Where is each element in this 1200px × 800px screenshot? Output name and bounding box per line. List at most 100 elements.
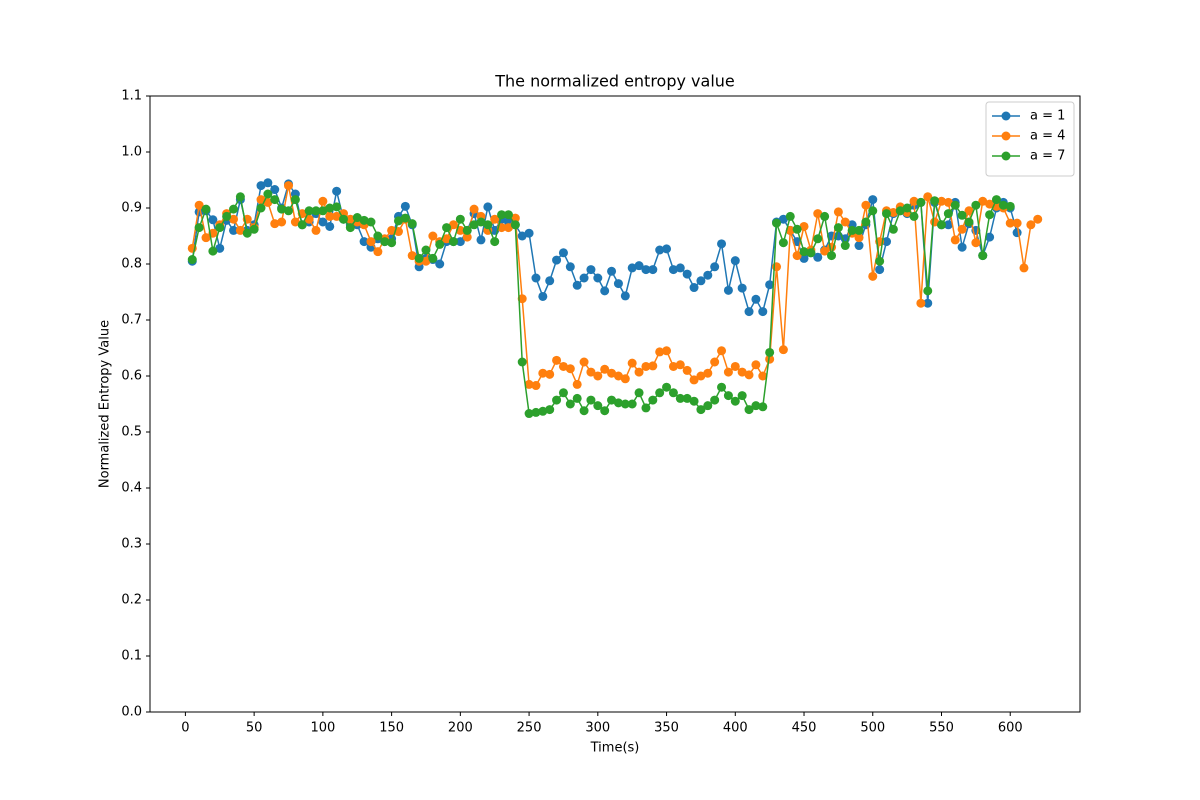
- data-point: [552, 395, 562, 405]
- data-point: [895, 206, 905, 216]
- data-point: [428, 231, 438, 241]
- data-point: [531, 381, 541, 391]
- data-point: [256, 181, 266, 191]
- data-point: [400, 213, 410, 223]
- data-point: [882, 209, 892, 219]
- data-point: [600, 364, 610, 374]
- data-point: [332, 186, 342, 196]
- data-point: [600, 286, 610, 296]
- data-point: [923, 298, 933, 308]
- data-point: [971, 200, 981, 210]
- y-tick-label: 0.2: [121, 593, 142, 608]
- data-point: [263, 178, 273, 188]
- y-tick-label: 0.0: [121, 705, 142, 720]
- data-point: [641, 265, 651, 275]
- data-point: [483, 202, 493, 212]
- data-point: [359, 215, 369, 225]
- data-point: [765, 354, 775, 364]
- data-point: [235, 225, 245, 235]
- data-point: [662, 244, 672, 254]
- y-tick-label: 0.9: [121, 201, 142, 216]
- data-point: [923, 286, 933, 296]
- data-point: [710, 357, 720, 367]
- data-point: [861, 200, 871, 210]
- data-point: [730, 256, 740, 266]
- data-point: [765, 347, 775, 357]
- data-point: [607, 266, 617, 276]
- data-point: [1033, 214, 1043, 224]
- x-tick-label: 600: [998, 721, 1023, 736]
- data-point: [888, 207, 898, 217]
- data-point: [916, 197, 926, 207]
- data-point: [586, 265, 596, 275]
- data-point: [978, 196, 988, 206]
- x-tick-label: 50: [246, 721, 263, 736]
- data-point: [366, 217, 376, 227]
- data-point: [503, 210, 513, 220]
- data-point: [366, 237, 376, 247]
- data-point: [229, 204, 239, 214]
- data-point: [820, 246, 830, 256]
- data-point: [222, 211, 232, 221]
- data-point: [620, 374, 630, 384]
- x-tick-label: 100: [310, 721, 335, 736]
- data-point: [552, 355, 562, 365]
- data-point: [249, 224, 259, 234]
- data-point: [373, 231, 383, 241]
- x-tick-label: 350: [654, 721, 679, 736]
- data-point: [469, 220, 479, 230]
- data-point: [655, 245, 665, 255]
- data-point: [840, 241, 850, 251]
- plot-frame: [149, 95, 1081, 713]
- data-point: [318, 206, 328, 216]
- data-point: [524, 228, 534, 238]
- data-point: [854, 233, 864, 243]
- data-point: [682, 393, 692, 403]
- data-point: [503, 223, 513, 233]
- data-point: [469, 204, 479, 214]
- data-point: [572, 393, 582, 403]
- data-point: [730, 396, 740, 406]
- data-point: [909, 196, 919, 206]
- data-point: [875, 256, 885, 266]
- data-point: [538, 406, 548, 416]
- data-point: [655, 388, 665, 398]
- data-point: [641, 403, 651, 413]
- data-point: [229, 225, 239, 235]
- data-point: [957, 242, 967, 252]
- data-point: [414, 253, 424, 263]
- data-point: [991, 195, 1001, 205]
- data-point: [325, 211, 335, 221]
- data-point: [868, 271, 878, 281]
- data-point: [1019, 263, 1029, 273]
- x-tick-label: 550: [929, 721, 954, 736]
- data-point: [565, 364, 575, 374]
- data-point: [827, 251, 837, 261]
- data-point: [407, 219, 417, 229]
- data-point: [703, 270, 713, 280]
- data-point: [229, 214, 239, 224]
- data-point: [1005, 201, 1015, 211]
- data-point: [332, 211, 342, 221]
- data-point: [208, 215, 218, 225]
- data-point: [778, 238, 788, 248]
- y-tick-label: 0.8: [121, 257, 142, 272]
- data-point: [194, 223, 204, 233]
- data-point: [579, 357, 589, 367]
- data-point: [758, 307, 768, 317]
- data-point: [579, 273, 589, 283]
- y-tick-label: 0.1: [121, 649, 142, 664]
- data-point: [668, 388, 678, 398]
- data-point: [662, 382, 672, 392]
- legend-label: a = 1: [1030, 109, 1065, 124]
- data-point: [641, 361, 651, 371]
- data-point: [524, 409, 534, 419]
- data-point: [909, 211, 919, 221]
- data-point: [435, 259, 445, 269]
- x-tick-label: 0: [181, 721, 189, 736]
- data-point: [277, 204, 287, 214]
- data-point: [558, 361, 568, 371]
- data-point: [916, 298, 926, 308]
- data-point: [854, 225, 864, 235]
